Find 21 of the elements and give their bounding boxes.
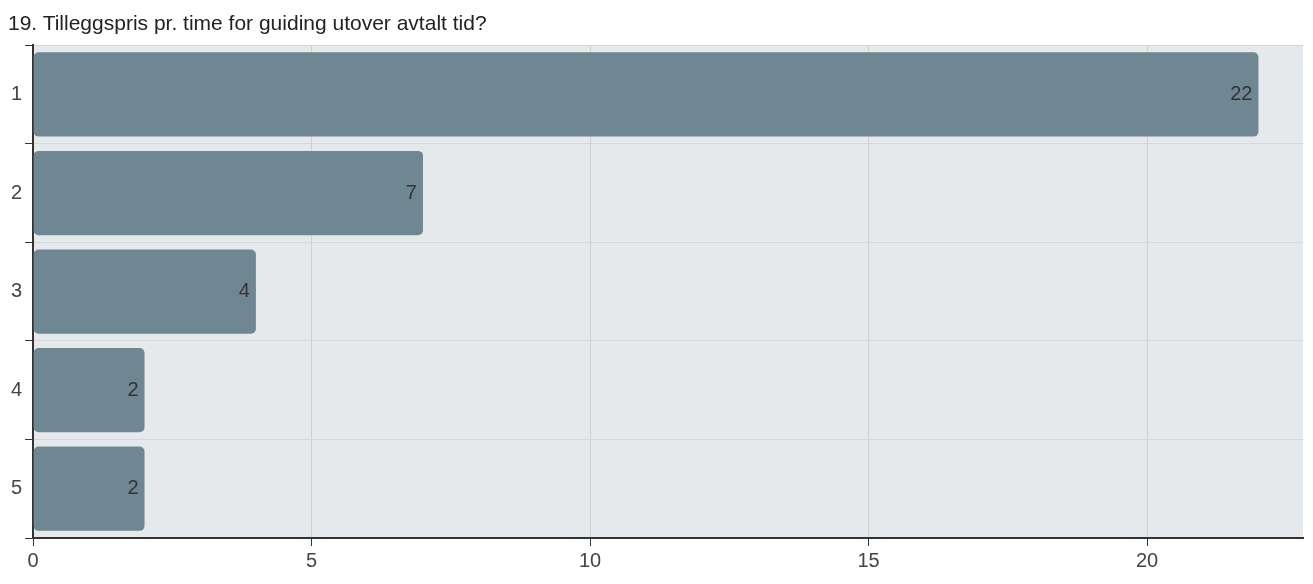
y-tick-label: 3 — [11, 279, 23, 302]
x-tick-label: 10 — [578, 548, 602, 571]
data-label: 7 — [405, 180, 417, 203]
data-label: 4 — [238, 279, 250, 302]
data-label: 22 — [1230, 82, 1253, 104]
y-tick-label: 2 — [11, 180, 23, 203]
x-tick-label: 15 — [857, 548, 880, 571]
chart-title: 19. Tilleggspris pr. time for guiding utover avtalt tid? — [8, 11, 487, 35]
x-tick-label: 20 — [1135, 548, 1159, 571]
bar — [33, 348, 145, 433]
y-tick-label: 1 — [11, 82, 23, 104]
bar — [33, 249, 256, 334]
y-tick-label: 5 — [11, 476, 23, 499]
y-tick-label: 4 — [11, 377, 23, 400]
bar — [33, 150, 423, 236]
x-tick-label: 0 — [27, 548, 39, 571]
data-label: 2 — [127, 377, 139, 400]
bar — [33, 446, 145, 531]
x-tick-label: 5 — [306, 548, 318, 571]
bar — [33, 52, 1259, 137]
data-label: 2 — [127, 476, 139, 499]
